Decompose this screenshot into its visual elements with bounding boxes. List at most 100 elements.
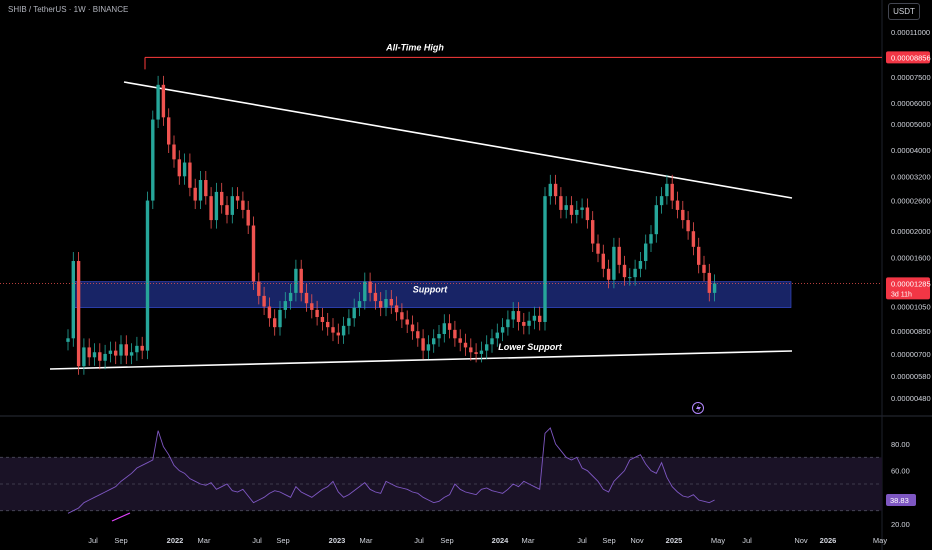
candle-body	[591, 220, 595, 244]
candle-body	[251, 225, 256, 282]
candle-body	[490, 338, 494, 345]
time-axis-label: Jul	[577, 536, 587, 545]
price-tick-label: 0.00011000	[891, 28, 930, 37]
candle-body	[697, 246, 701, 265]
candle-body	[304, 292, 309, 304]
candle-body	[246, 209, 250, 226]
candle-body	[389, 298, 393, 306]
candle-body	[288, 292, 293, 302]
candle-body	[527, 320, 531, 326]
candle-body	[543, 196, 547, 322]
candle-body	[670, 183, 674, 201]
candle-body	[432, 338, 436, 345]
time-axis-label: Sep	[276, 536, 289, 545]
candle-body	[151, 119, 155, 201]
candle-body	[442, 323, 446, 335]
time-axis-label: 2023	[329, 536, 346, 545]
candle-body	[511, 311, 515, 320]
rsi-tick-label: 80.00	[891, 440, 910, 449]
resistance-trendline	[123, 81, 793, 199]
candle-body	[262, 295, 266, 307]
ath-label: All-Time High	[385, 42, 444, 52]
candle-body	[235, 196, 240, 201]
time-axis-label: Jul	[742, 536, 752, 545]
time-axis-label: Mar	[198, 536, 211, 545]
price-tick-label: 0.00002600	[891, 197, 931, 206]
time-axis-label: Jul	[414, 536, 424, 545]
candle-body	[92, 352, 97, 358]
time-axis-label: Nov	[630, 536, 644, 545]
time-axis-label: Nov	[794, 536, 808, 545]
candle-body	[66, 338, 70, 342]
candle-body	[156, 84, 160, 120]
candle-body	[114, 350, 118, 356]
rsi-value-tag	[886, 494, 916, 506]
candle-body	[294, 268, 298, 293]
candle-body	[145, 200, 150, 351]
candle-body	[453, 329, 457, 339]
candle-body	[702, 264, 706, 273]
candle-body	[177, 159, 181, 177]
candle-body	[665, 183, 669, 197]
candle-body	[469, 347, 473, 353]
candle-body	[193, 187, 197, 201]
rsi-tick-label: 60.00	[891, 467, 910, 476]
candle-body	[495, 332, 499, 339]
time-axis-label: 2026	[820, 536, 837, 545]
time-axis-label: May	[873, 536, 887, 545]
candle-body	[707, 272, 711, 293]
candle-body	[379, 301, 383, 308]
candle-body	[315, 309, 319, 317]
candle-body	[98, 352, 102, 361]
time-axis-label: 2025	[666, 536, 683, 545]
candle-body	[463, 342, 468, 348]
candle-body	[585, 207, 590, 221]
candle-body	[182, 162, 187, 177]
candle-body	[516, 311, 521, 322]
symbol-title: SHIB / TetherUS · 1W · BINANCE	[8, 5, 129, 14]
candle-body	[532, 315, 537, 321]
candle-body	[172, 144, 176, 160]
candle-body	[220, 191, 224, 206]
time-axis-label: Sep	[114, 536, 127, 545]
candle-body	[421, 338, 425, 351]
candle-body	[352, 307, 356, 319]
rsi-line	[67, 427, 715, 514]
candle-body	[103, 353, 107, 361]
candle-body	[394, 305, 399, 313]
candle-body	[209, 196, 213, 221]
price-tick-label: 0.00004000	[891, 146, 931, 155]
candle-body	[538, 315, 542, 322]
candle-body	[638, 261, 643, 269]
candle-body	[675, 200, 680, 210]
candle-body	[659, 196, 664, 206]
candle-body	[257, 281, 261, 296]
candle-body	[357, 301, 362, 308]
candle-body	[405, 319, 409, 325]
candle-body	[553, 183, 558, 197]
candle-body	[410, 324, 415, 332]
candle-body	[569, 205, 574, 215]
currency-button[interactable]: USDT	[888, 3, 920, 20]
candle-body	[310, 303, 314, 310]
lower-support-trendline	[49, 350, 793, 370]
price-tick-label: 0.00002000	[891, 227, 931, 236]
candle-body	[426, 344, 431, 351]
candle-body	[649, 234, 653, 244]
rsi-oversold-segment	[111, 512, 131, 522]
candle-body	[267, 306, 272, 319]
candle-body	[686, 220, 690, 232]
candle-body	[363, 281, 367, 302]
candle-body	[628, 277, 632, 279]
time-axis-label: Sep	[602, 536, 615, 545]
support-zone	[72, 281, 792, 308]
candle-body	[108, 350, 113, 354]
candle-body	[622, 264, 627, 278]
candle-body	[506, 319, 510, 328]
candle-body	[606, 268, 611, 280]
candle-body	[400, 312, 404, 320]
candle-body	[341, 325, 346, 336]
price-tick-label: 0.00006000	[891, 99, 931, 108]
candle-body	[575, 209, 579, 215]
